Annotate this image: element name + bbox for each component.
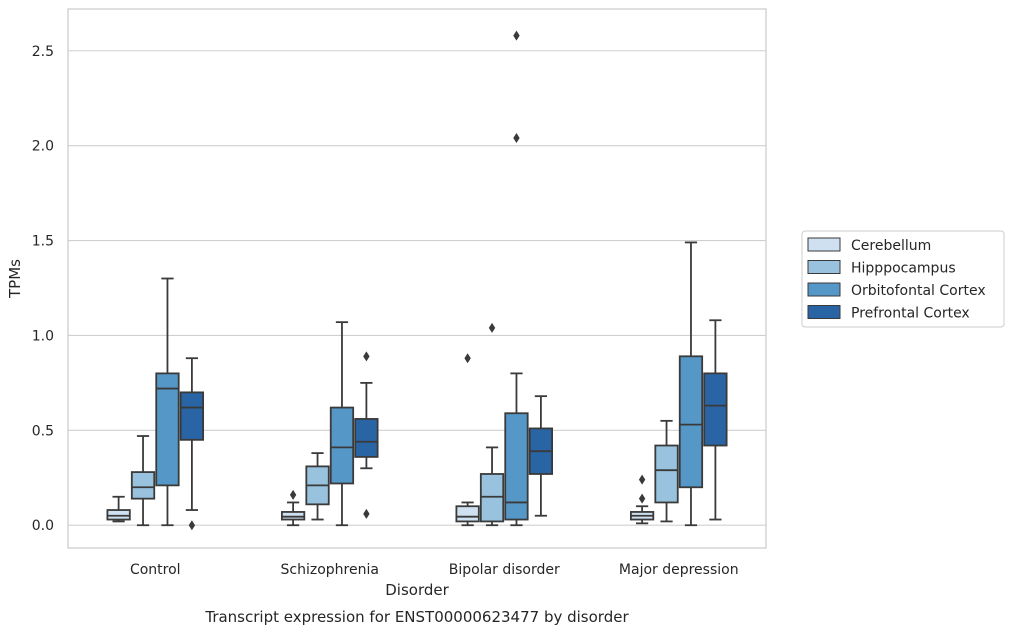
box-3-0	[629, 474, 655, 525]
y-tick-labels: 0.0 0.5 1.0 1.5 2.0 2.5	[32, 44, 54, 534]
x-tick-label: Bipolar disorder	[449, 562, 560, 578]
chart-caption: Transcript expression for ENST0000062347…	[204, 608, 629, 626]
legend-entry: Hipppocampus	[851, 261, 956, 277]
box-1-3	[354, 351, 379, 519]
plot-area-frame	[67, 8, 767, 549]
box-1-1	[305, 452, 330, 521]
y-tick-label: 1.5	[32, 234, 54, 250]
outlier-point	[363, 351, 370, 362]
outlier-point	[188, 520, 196, 531]
x-axis-label: Disorder	[385, 581, 449, 599]
box-body	[179, 391, 205, 441]
box-body	[354, 418, 379, 458]
box-0-1	[130, 435, 156, 527]
box-2-1	[479, 322, 505, 527]
box-body	[678, 355, 704, 489]
box-body	[329, 406, 355, 485]
x-tick-labels: Control Schizophrenia Bipolar disorder Majo…	[130, 562, 739, 578]
legend-entry: Orbitofontal Cortex	[851, 283, 986, 299]
box-body	[479, 473, 505, 523]
legend-swatch	[807, 260, 841, 274]
outlier-point	[464, 353, 471, 364]
box-body	[155, 372, 180, 487]
y-tick-label: 0.0	[32, 518, 54, 534]
legend-swatch	[807, 237, 841, 252]
box-body	[130, 471, 156, 500]
box-2-0	[455, 353, 480, 527]
outlier-point	[513, 133, 520, 144]
box-body	[106, 509, 131, 521]
box-3-1	[654, 419, 679, 523]
legend-entry: Prefrontal Cortex	[851, 306, 970, 322]
legend-frame	[801, 230, 1005, 328]
box-2-2	[504, 30, 529, 527]
y-tick-label: 0.5	[32, 423, 54, 439]
box-body	[654, 444, 679, 504]
box-0-0	[106, 495, 131, 523]
y-tick-label: 2.5	[32, 44, 54, 60]
box-body	[280, 511, 306, 521]
box-body	[504, 412, 529, 521]
y-tick-label: 1.0	[32, 328, 54, 344]
outlier-point	[638, 493, 646, 504]
box-0-3	[179, 357, 205, 531]
x-tick-label: Major depression	[619, 562, 739, 578]
legend-swatch	[807, 305, 841, 319]
x-tick-label: Control	[130, 562, 181, 578]
box-body	[455, 505, 480, 523]
y-tick-label: 2.0	[32, 139, 54, 155]
legend-swatch	[807, 282, 841, 297]
box-1-2	[329, 321, 355, 527]
box-2-3	[528, 395, 554, 517]
x-tick-label: Schizophrenia	[281, 562, 379, 578]
box-0-2	[155, 277, 180, 527]
outlier-point	[363, 508, 370, 519]
y-axis-label: TPMs	[6, 259, 24, 299]
box-body	[703, 372, 728, 447]
outlier-point	[513, 30, 520, 41]
box-1-0	[280, 489, 306, 527]
legend: Cerebellum Hipppocampus Orbitofontal Corte…	[801, 230, 1005, 328]
outlier-point	[488, 322, 496, 333]
box-3-3	[703, 319, 728, 521]
outlier-point	[638, 474, 646, 485]
outlier-point	[289, 489, 297, 500]
box-layer	[106, 30, 728, 531]
legend-entry: Cerebellum	[851, 238, 931, 254]
box-3-2	[678, 241, 704, 527]
